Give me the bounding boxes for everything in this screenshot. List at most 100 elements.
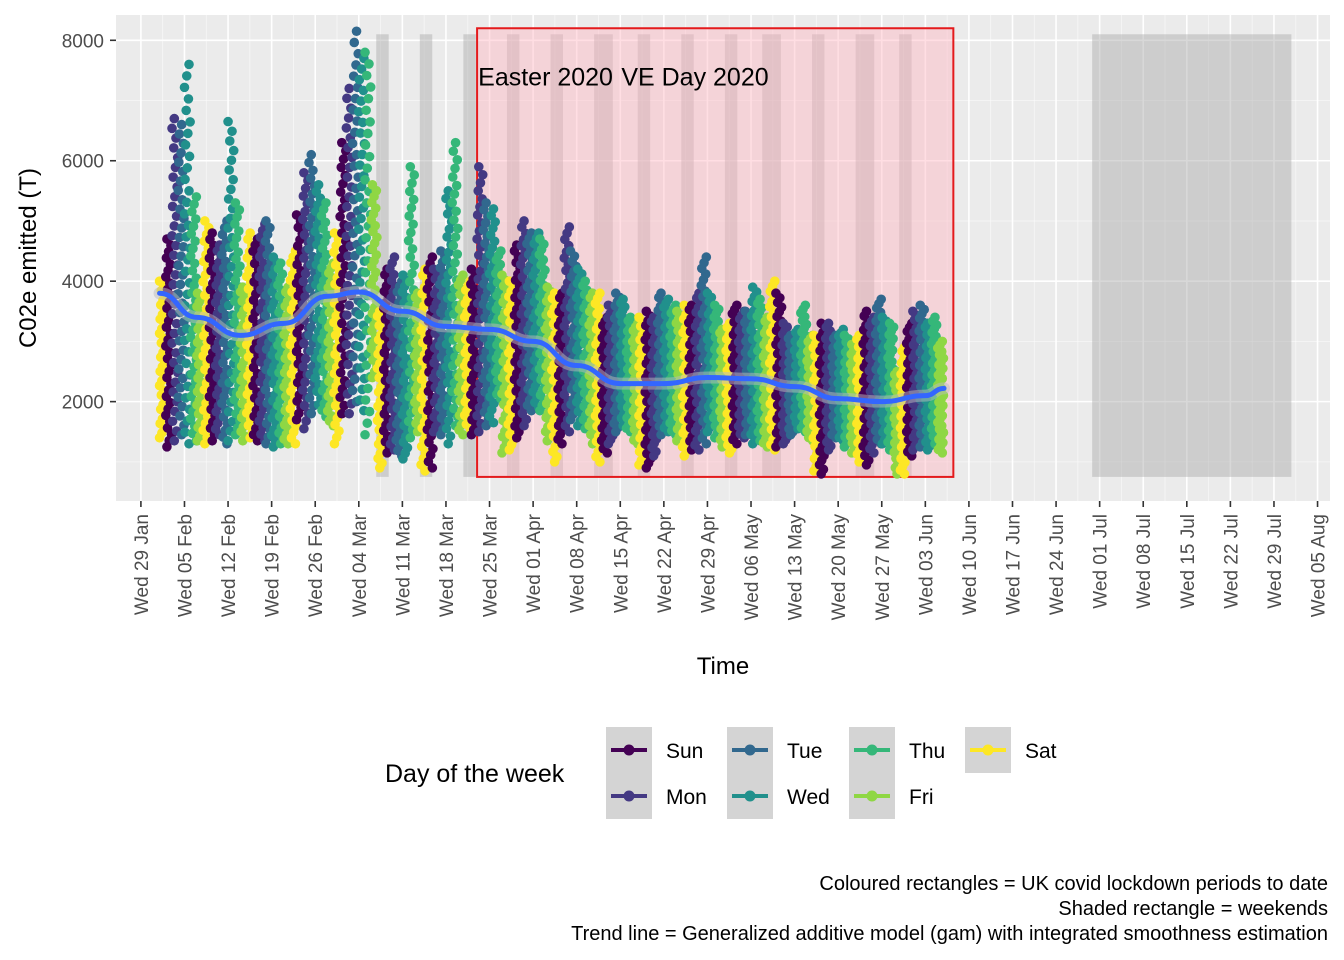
data-point (930, 312, 940, 323)
data-point (224, 136, 235, 146)
data-point (472, 234, 482, 244)
data-point (298, 191, 309, 201)
data-point (427, 252, 438, 262)
data-point (168, 172, 178, 182)
data-point (182, 163, 193, 173)
annotation-label: VE Day 2020 (621, 63, 768, 91)
data-point (343, 221, 354, 232)
y-tick-label: 6000 (62, 152, 104, 173)
data-point (354, 192, 365, 202)
data-point (234, 205, 245, 215)
data-point (361, 70, 372, 81)
data-point (367, 180, 378, 190)
data-point (360, 302, 370, 313)
x-tick-label: Wed 17 Jun (1003, 514, 1024, 615)
data-point (347, 262, 358, 272)
data-point (349, 37, 360, 48)
data-point (535, 234, 545, 244)
data-point (355, 245, 366, 256)
data-point (475, 266, 486, 276)
data-point (174, 364, 184, 374)
x-tick-label: Wed 12 Feb (219, 514, 240, 617)
data-point (226, 261, 237, 272)
x-tick-label: Wed 18 Mar (437, 513, 458, 617)
data-point (450, 163, 460, 174)
data-point (362, 418, 373, 428)
data-point (343, 251, 353, 261)
legend-key-point (623, 744, 635, 756)
data-point (177, 373, 188, 384)
data-point (481, 198, 491, 208)
x-tick-label: Wed 10 Jun (960, 514, 981, 615)
data-point (344, 408, 354, 419)
data-point (364, 151, 375, 162)
x-tick-label: Wed 06 May (742, 514, 763, 621)
data-point (449, 189, 460, 199)
data-point (564, 222, 575, 232)
data-point (409, 260, 420, 271)
data-point (448, 146, 459, 157)
data-point (861, 306, 872, 317)
data-point (341, 123, 352, 133)
data-point (299, 167, 309, 178)
data-point (175, 279, 186, 290)
data-point (187, 265, 198, 276)
data-point (389, 252, 400, 262)
data-point (343, 359, 353, 370)
data-point (169, 328, 180, 339)
data-point (355, 277, 365, 288)
data-point (181, 358, 191, 369)
data-point (300, 206, 310, 217)
data-point (778, 318, 789, 329)
legend-label-sun: Sun (666, 740, 703, 763)
x-tick-label: Wed 05 Aug (1309, 514, 1330, 617)
x-tick-label: Wed 15 Apr (611, 513, 632, 613)
x-tick-label: Wed 26 Feb (306, 514, 327, 617)
data-point (207, 228, 218, 238)
data-point (618, 294, 628, 305)
data-point (167, 338, 177, 348)
data-point (356, 64, 367, 74)
data-point (877, 312, 888, 323)
data-point (732, 300, 742, 311)
data-point (472, 386, 483, 397)
data-point (305, 173, 316, 184)
data-point (338, 154, 349, 164)
data-point (800, 300, 811, 311)
data-point (337, 408, 347, 419)
data-point (184, 438, 194, 449)
data-point (171, 240, 181, 251)
data-point (441, 423, 452, 434)
data-point (344, 300, 354, 311)
data-point (351, 26, 362, 37)
data-point (306, 408, 317, 419)
data-point (565, 246, 576, 256)
data-point (355, 128, 366, 138)
data-point (188, 243, 198, 254)
data-point (305, 197, 315, 207)
data-point (362, 163, 373, 174)
data-point (228, 145, 239, 156)
data-point (361, 232, 371, 243)
data-point (348, 351, 358, 362)
data-point (230, 198, 241, 208)
data-point (405, 161, 416, 172)
data-point (443, 438, 454, 449)
data-point (342, 93, 352, 104)
data-point (174, 260, 184, 271)
data-point (170, 269, 181, 280)
data-point (354, 74, 365, 85)
data-point (167, 230, 177, 241)
data-point (876, 294, 886, 305)
data-point (185, 117, 195, 127)
data-point (634, 312, 644, 323)
data-point (360, 395, 371, 405)
data-point (915, 300, 926, 311)
data-point (641, 306, 652, 317)
y-axis-title: C02e emitted (T) (15, 168, 42, 348)
x-tick-label: Wed 03 Jun (916, 514, 937, 615)
data-point (180, 174, 190, 185)
data-point (453, 223, 463, 234)
data-point (447, 292, 457, 302)
